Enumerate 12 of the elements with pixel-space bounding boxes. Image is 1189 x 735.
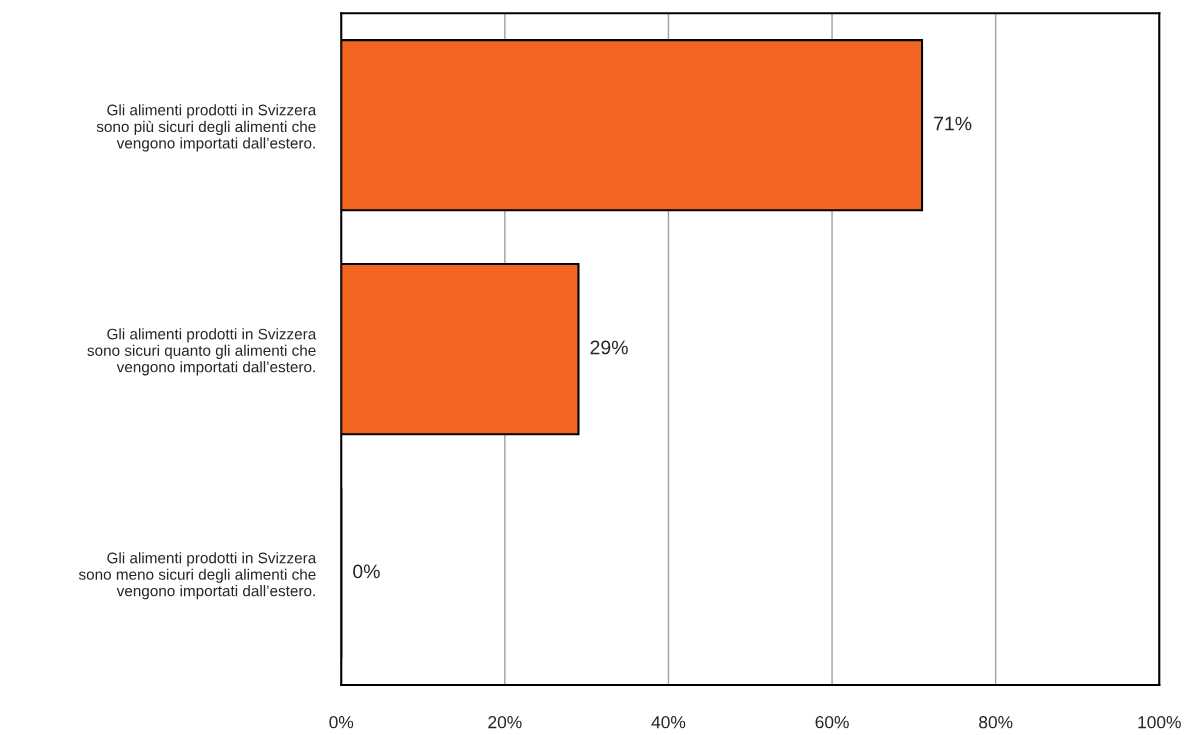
y-tick-label: Gli alimenti prodotti in Svizzera sono più sicuri degli alimenti che vengono importati dall’estero.	[96, 104, 317, 152]
x-tick-label: 40%	[651, 716, 686, 729]
data-label: 29%	[590, 340, 628, 355]
x-tick-label: 80%	[979, 716, 1013, 729]
y-tick-label: Gli alimenti prodotti in Svizzera sono sicuri quanto gli alimenti che vengono importati dall’estero.	[87, 328, 317, 376]
data-label: 71%	[934, 116, 972, 131]
data-label: 0%	[353, 564, 380, 579]
y-tick-label: Gli alimenti prodotti in Svizzera sono meno sicuri degli alimenti che vengono importati dall’estero.	[78, 552, 317, 600]
x-tick-label: 20%	[488, 716, 522, 729]
x-tick-label: 100%	[1138, 716, 1181, 729]
x-tick-label: 60%	[815, 716, 849, 729]
x-tick-label: 0%	[329, 716, 354, 729]
